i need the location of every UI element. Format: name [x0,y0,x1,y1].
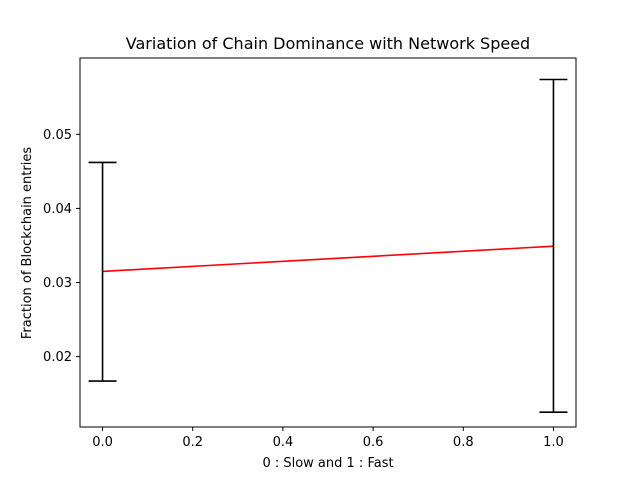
x-axis-label: 0 : Slow and 1 : Fast [262,456,393,471]
axes-frame [79,57,577,428]
x-tick-label: 0.8 [453,435,474,450]
x-tick-label: 1.0 [543,435,564,450]
x-tick-label: 0.2 [182,435,203,450]
x-tick-label: 0.4 [273,435,294,450]
y-tick-label: 0.04 [43,202,72,217]
y-tick-label: 0.03 [43,276,72,291]
x-tick-label: 0.0 [92,435,113,450]
series-line [102,245,554,273]
y-tick-label: 0.02 [43,350,72,365]
plot-layer: 0.0 0.2 0.4 0.6 0.8 1.0 0.02 0.03 0.04 0.05 [43,57,577,450]
chart-title: Variation of Chain Dominance with Networ… [126,34,530,53]
y-axis-label: Fraction of Blockchain entries [20,147,35,339]
y-tick-label: 0.05 [43,128,72,143]
x-tick-label: 0.6 [363,435,384,450]
